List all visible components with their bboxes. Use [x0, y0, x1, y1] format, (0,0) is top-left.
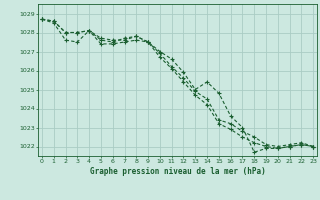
- X-axis label: Graphe pression niveau de la mer (hPa): Graphe pression niveau de la mer (hPa): [90, 167, 266, 176]
